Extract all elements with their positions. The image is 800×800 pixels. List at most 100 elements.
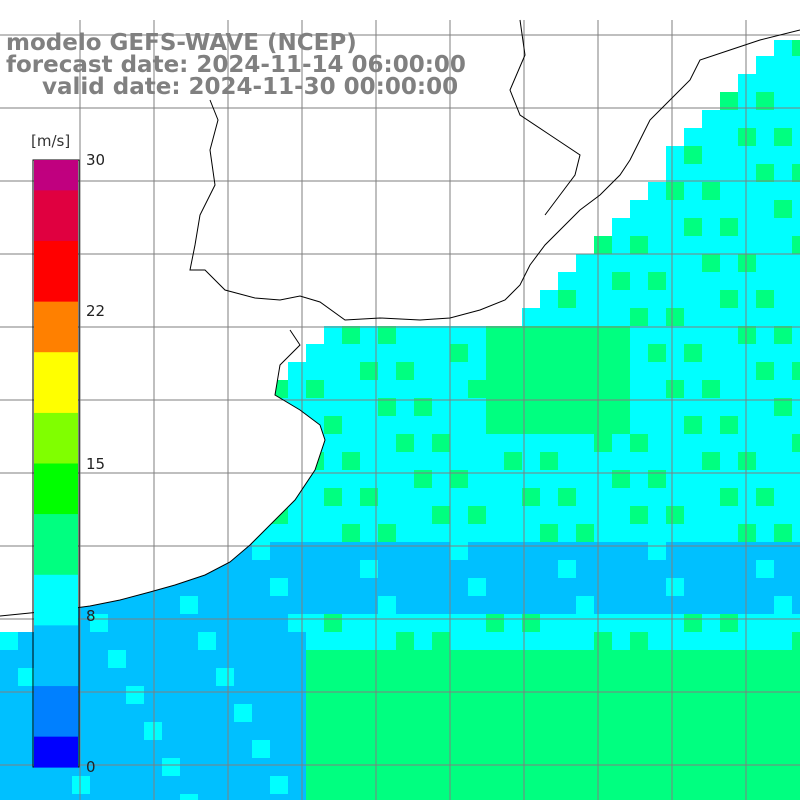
wind-cell [342,560,360,578]
wind-cell [378,758,396,776]
wind-cell [720,128,738,146]
wind-cell [648,254,666,272]
wind-cell [468,686,486,704]
wind-cell [756,632,774,650]
wind-cell [432,758,450,776]
wind-cell [270,650,288,668]
wind-cell [666,776,684,794]
wind-cell [540,560,558,578]
wind-cell [216,758,234,776]
wind-cell [486,470,504,488]
wind-cell [450,470,468,488]
wind-cell [666,488,684,506]
wind-cell [666,362,684,380]
wind-cell [792,128,800,146]
colorbar-segment [34,160,78,171]
wind-cell [630,344,648,362]
wind-cell [666,560,684,578]
wind-cell [252,650,270,668]
colorbar-segment [34,382,78,394]
wind-cell [486,452,504,470]
wind-cell [540,704,558,722]
wind-cell [18,650,36,668]
coastline [0,19,800,617]
wind-cell [774,452,792,470]
wind-cell [126,596,144,614]
wind-cell [702,398,720,416]
wind-cell [774,614,792,632]
colorbar-segment [34,605,78,616]
wind-cell [468,632,486,650]
wind-cell [684,614,702,632]
wind-cell [702,344,720,362]
wind-cell [306,380,324,398]
wind-cell [756,326,774,344]
wind-cell [540,308,558,326]
wind-cell [324,506,342,524]
wind-cell [414,398,432,416]
wind-cell [522,362,540,380]
wind-cell [342,452,360,470]
wind-cell [378,326,396,344]
wind-cell [666,452,684,470]
wind-cell [648,380,666,398]
wind-cell [684,146,702,164]
wind-cell [774,470,792,488]
wind-cell [270,722,288,740]
wind-cell [90,704,108,722]
wind-cell [288,524,306,542]
wind-cell [234,578,252,596]
wind-cell [756,596,774,614]
wind-cell [504,596,522,614]
wind-cell [198,740,216,758]
wind-cell [558,668,576,686]
wind-cell [342,578,360,596]
wind-cell [54,776,72,794]
wind-cell [414,416,432,434]
wind-cell [162,776,180,794]
wind-cell [252,686,270,704]
wind-cell [522,722,540,740]
wind-cell [324,632,342,650]
wind-cell [432,686,450,704]
colorbar-segment [34,706,78,718]
wind-cell [108,794,126,800]
wind-cell [234,776,252,794]
wind-cell [342,596,360,614]
wind-cell [684,164,702,182]
wind-cell [756,758,774,776]
wind-cell [630,434,648,452]
wind-cell [612,326,630,344]
wind-cell [180,668,198,686]
wind-cell [378,668,396,686]
colorbar-segment [34,473,78,485]
wind-cell [756,146,774,164]
wind-cell [414,596,432,614]
wind-cell [720,272,738,290]
wind-cell [576,578,594,596]
valid-date: valid date: 2024-11-30 00:00:00 [42,74,459,100]
wind-cell [648,794,666,800]
wind-cell [594,668,612,686]
wind-cell [594,236,612,254]
wind-cell [504,794,522,800]
wind-cell [522,524,540,542]
wind-cell [54,794,72,800]
wind-cell [306,704,324,722]
wind-cell [252,596,270,614]
wind-cell [576,308,594,326]
wind-cell [540,722,558,740]
wind-cell [126,632,144,650]
wind-cell [468,578,486,596]
wind-cell [774,524,792,542]
wind-cell [342,362,360,380]
wind-cell [540,488,558,506]
wind-cell [666,146,684,164]
wind-cell [702,758,720,776]
wind-cell [216,704,234,722]
wind-cell [738,182,756,200]
wind-cell [450,596,468,614]
wind-cell [450,560,468,578]
wind-cell [720,578,738,596]
wind-cell [432,632,450,650]
